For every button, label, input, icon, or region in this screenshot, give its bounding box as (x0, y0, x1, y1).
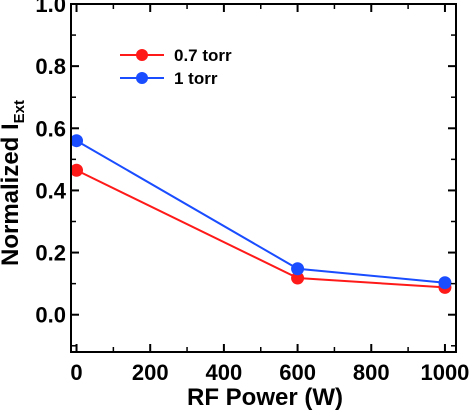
plot-area (70, 134, 452, 294)
legend-marker-1 (136, 72, 148, 84)
y-axis-title-subscript: Ext (11, 100, 28, 123)
series-0-point-0 (70, 163, 84, 177)
legend-marker-0 (136, 49, 148, 61)
series-line-1 (76, 139, 446, 284)
x-tick-label: 400 (206, 360, 243, 385)
series-1-point-2 (438, 276, 452, 290)
y-tick-label: 1.0 (35, 0, 66, 17)
y-tick-label: 0.2 (35, 241, 66, 266)
series-1-point-0 (70, 134, 84, 148)
axes-layer: 0 200 400 600 800 1000 0.0 0.2 0.4 0.6 0.8 1.0 (35, 0, 469, 385)
legend-label-1: 1 torr (174, 69, 218, 88)
plot-frame (70, 3, 457, 353)
legend-label-0: 0.7 torr (174, 46, 232, 65)
y-tick-label: 0.4 (35, 178, 66, 203)
x-tick-label: 600 (279, 360, 316, 385)
series-1-point-1 (291, 262, 305, 276)
y-tick-label: 0.0 (35, 303, 66, 328)
y-axis-title: Normalized IExt (0, 100, 28, 266)
legend: 0.7 torr 1 torr (120, 46, 232, 88)
x-tick-label: 0 (70, 360, 82, 385)
y-axis-title-main: Normalized I (0, 123, 24, 266)
y-tick-label: 0.8 (35, 54, 66, 79)
x-tick-label: 1000 (420, 360, 469, 385)
x-tick-label: 200 (132, 360, 169, 385)
y-tick-label: 0.6 (35, 116, 66, 141)
x-tick-label: 800 (353, 360, 390, 385)
series-line-0 (76, 169, 446, 289)
x-axis-title: RF Power (W) (187, 384, 343, 411)
